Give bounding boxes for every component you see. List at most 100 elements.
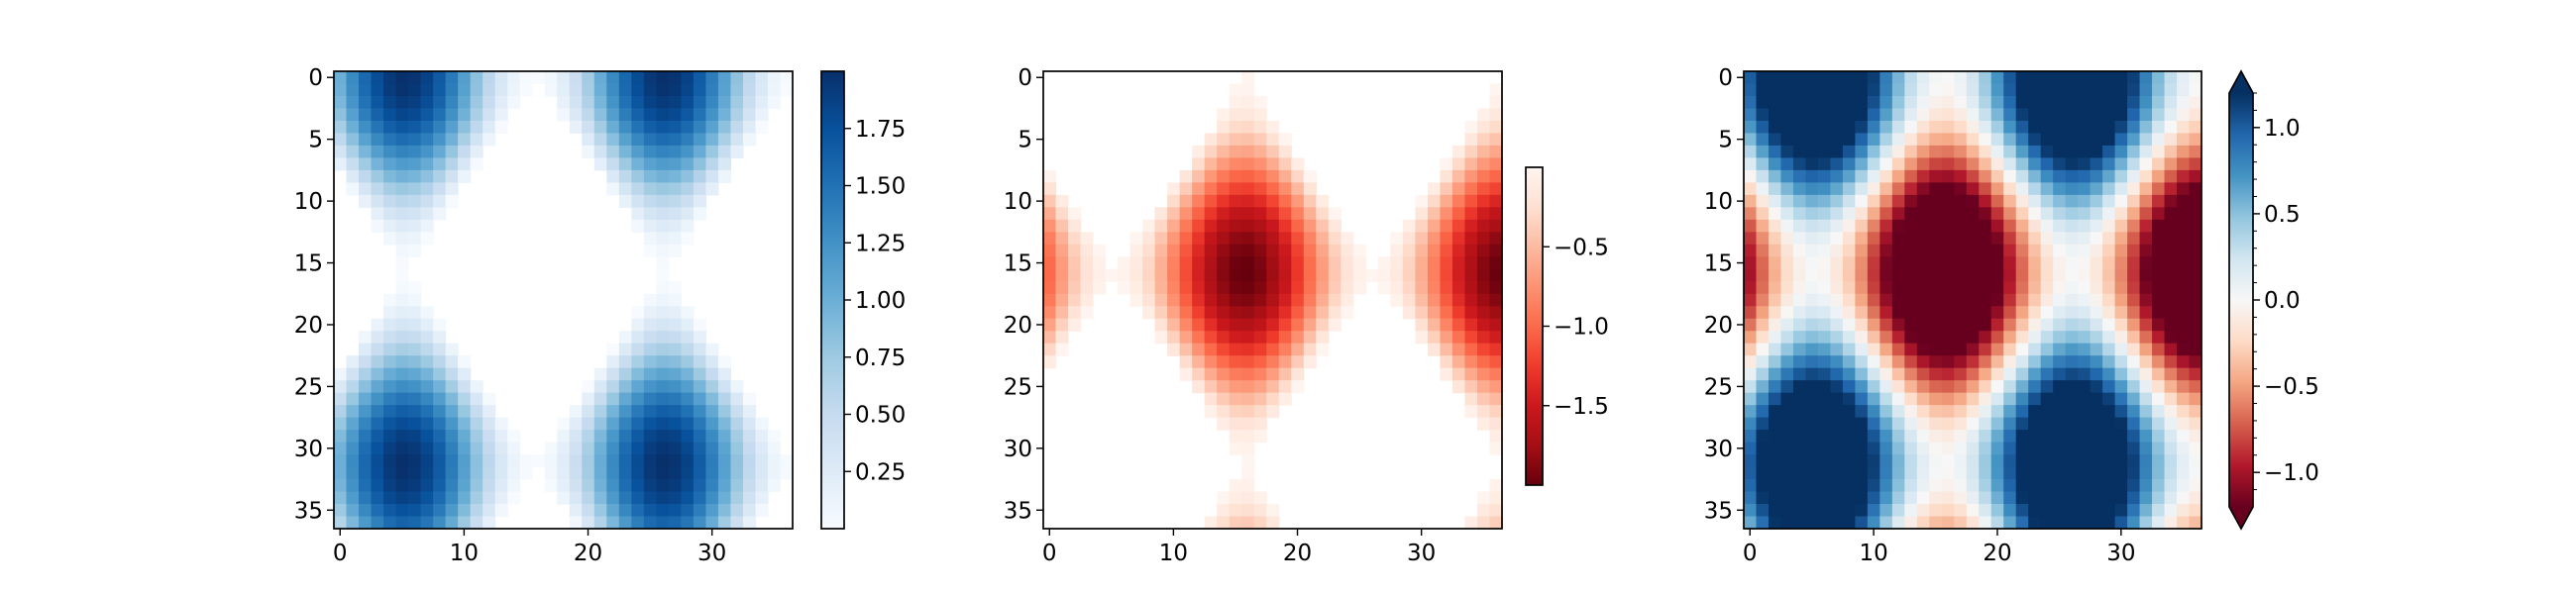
heatmap-cell xyxy=(371,95,384,110)
heatmap-cell xyxy=(1756,318,1770,332)
heatmap-cell xyxy=(1855,466,1869,480)
heatmap-cell xyxy=(1241,417,1255,431)
heatmap-cell xyxy=(1916,430,1930,444)
heatmap-cell xyxy=(346,405,360,419)
heatmap-cell xyxy=(1080,293,1094,307)
heatmap-cell xyxy=(1192,169,1206,183)
heatmap-cell xyxy=(2102,281,2116,295)
heatmap-cell xyxy=(705,120,719,135)
heatmap-cell xyxy=(1278,306,1292,320)
heatmap-cell xyxy=(1204,355,1218,369)
heatmap-cell xyxy=(1241,454,1255,468)
heatmap-cell xyxy=(359,516,373,530)
heatmap-cell xyxy=(1266,367,1280,381)
heatmap-cell xyxy=(742,83,757,97)
heatmap-cell xyxy=(618,108,632,122)
heatmap-cell xyxy=(1966,83,1980,97)
heatmap-cell xyxy=(2102,83,2116,97)
heatmap-cell xyxy=(2028,454,2042,468)
heatmap-cell xyxy=(445,454,459,468)
heatmap-cell xyxy=(445,491,459,505)
heatmap-cell xyxy=(395,207,409,221)
heatmap-cell xyxy=(1842,256,1856,270)
heatmap-cell xyxy=(1979,207,1992,221)
heatmap-cell xyxy=(1792,145,1807,159)
heatmap-cell xyxy=(2102,182,2116,196)
heatmap-cell xyxy=(2189,145,2202,159)
heatmap-cell xyxy=(2139,219,2153,233)
heatmap-cell xyxy=(1217,244,1231,257)
heatmap-cell xyxy=(2139,207,2153,221)
heatmap-cell xyxy=(681,442,695,455)
heatmap-cell xyxy=(1451,318,1466,332)
heatmap-cell xyxy=(1954,479,1968,493)
heatmap-cell xyxy=(1756,454,1770,468)
heatmap-cell xyxy=(2189,405,2202,419)
heatmap-cell xyxy=(1179,232,1193,246)
heatmap-cell xyxy=(1241,268,1255,282)
heatmap-cell xyxy=(1756,516,1770,530)
heatmap-cell xyxy=(1291,318,1305,332)
heatmap-cell xyxy=(507,479,521,493)
heatmap-cell xyxy=(681,491,695,505)
heatmap-cell xyxy=(1842,306,1856,320)
heatmap-cell xyxy=(1476,331,1491,345)
heatmap-cell xyxy=(1954,331,1968,345)
heatmap-cell xyxy=(359,405,373,419)
heatmap-cell xyxy=(1768,516,1782,530)
heatmap-cell xyxy=(1204,380,1218,394)
colorbar-tick-label: −0.5 xyxy=(2264,374,2319,400)
heatmap-cell xyxy=(1979,256,1992,270)
heatmap-cell xyxy=(780,454,794,468)
heatmap-cell xyxy=(2090,491,2103,505)
heatmap-cell xyxy=(2078,281,2092,295)
heatmap-cell xyxy=(705,71,719,85)
heatmap-cell xyxy=(705,367,719,381)
heatmap-cell xyxy=(395,194,409,208)
heatmap-cell xyxy=(593,380,607,394)
heatmap-cell xyxy=(1278,182,1292,196)
heatmap-cell xyxy=(408,83,422,97)
heatmap-cell xyxy=(383,133,397,147)
heatmap-cell xyxy=(767,479,782,493)
heatmap-cell xyxy=(1167,194,1181,208)
heatmap-cell xyxy=(730,405,744,419)
heatmap-cell xyxy=(2078,293,2092,307)
heatmap-cell xyxy=(1941,232,1955,246)
heatmap-cell xyxy=(631,516,645,530)
heatmap-cell xyxy=(656,479,670,493)
heatmap-cell xyxy=(519,71,533,85)
heatmap-cell xyxy=(1830,504,1844,518)
heatmap-cell xyxy=(458,454,472,468)
heatmap-cell xyxy=(1855,343,1869,356)
heatmap-cell xyxy=(1990,516,2004,530)
heatmap-cell xyxy=(693,182,706,196)
heatmap-cell xyxy=(1941,293,1955,307)
heatmap-cell xyxy=(1904,479,1918,493)
heatmap-cell xyxy=(1068,318,1082,332)
heatmap-cell xyxy=(668,318,682,332)
heatmap-cell xyxy=(1979,268,1992,282)
heatmap-cell xyxy=(2078,133,2092,147)
heatmap-cell xyxy=(2028,318,2042,332)
heatmap-cell xyxy=(383,232,397,246)
heatmap-cell xyxy=(371,442,384,455)
heatmap-cell xyxy=(2114,145,2128,159)
heatmap-cell xyxy=(1842,430,1856,444)
heatmap-cell xyxy=(1253,417,1267,431)
heatmap-cell xyxy=(420,306,434,320)
heatmap-cell xyxy=(2090,479,2103,493)
heatmap-cell xyxy=(1427,207,1442,221)
heatmap-cell xyxy=(643,430,657,444)
heatmap-cell xyxy=(2139,169,2153,183)
heatmap-cell xyxy=(383,306,397,320)
heatmap-cell xyxy=(2053,83,2067,97)
heatmap-cell xyxy=(1904,430,1918,444)
heatmap-cell xyxy=(1979,454,1992,468)
heatmap-cell xyxy=(383,194,397,208)
heatmap-cell xyxy=(643,293,657,307)
heatmap-cell xyxy=(1817,194,1832,208)
y-tick-label: 25 xyxy=(294,374,323,400)
heatmap-cell xyxy=(2003,71,2017,85)
